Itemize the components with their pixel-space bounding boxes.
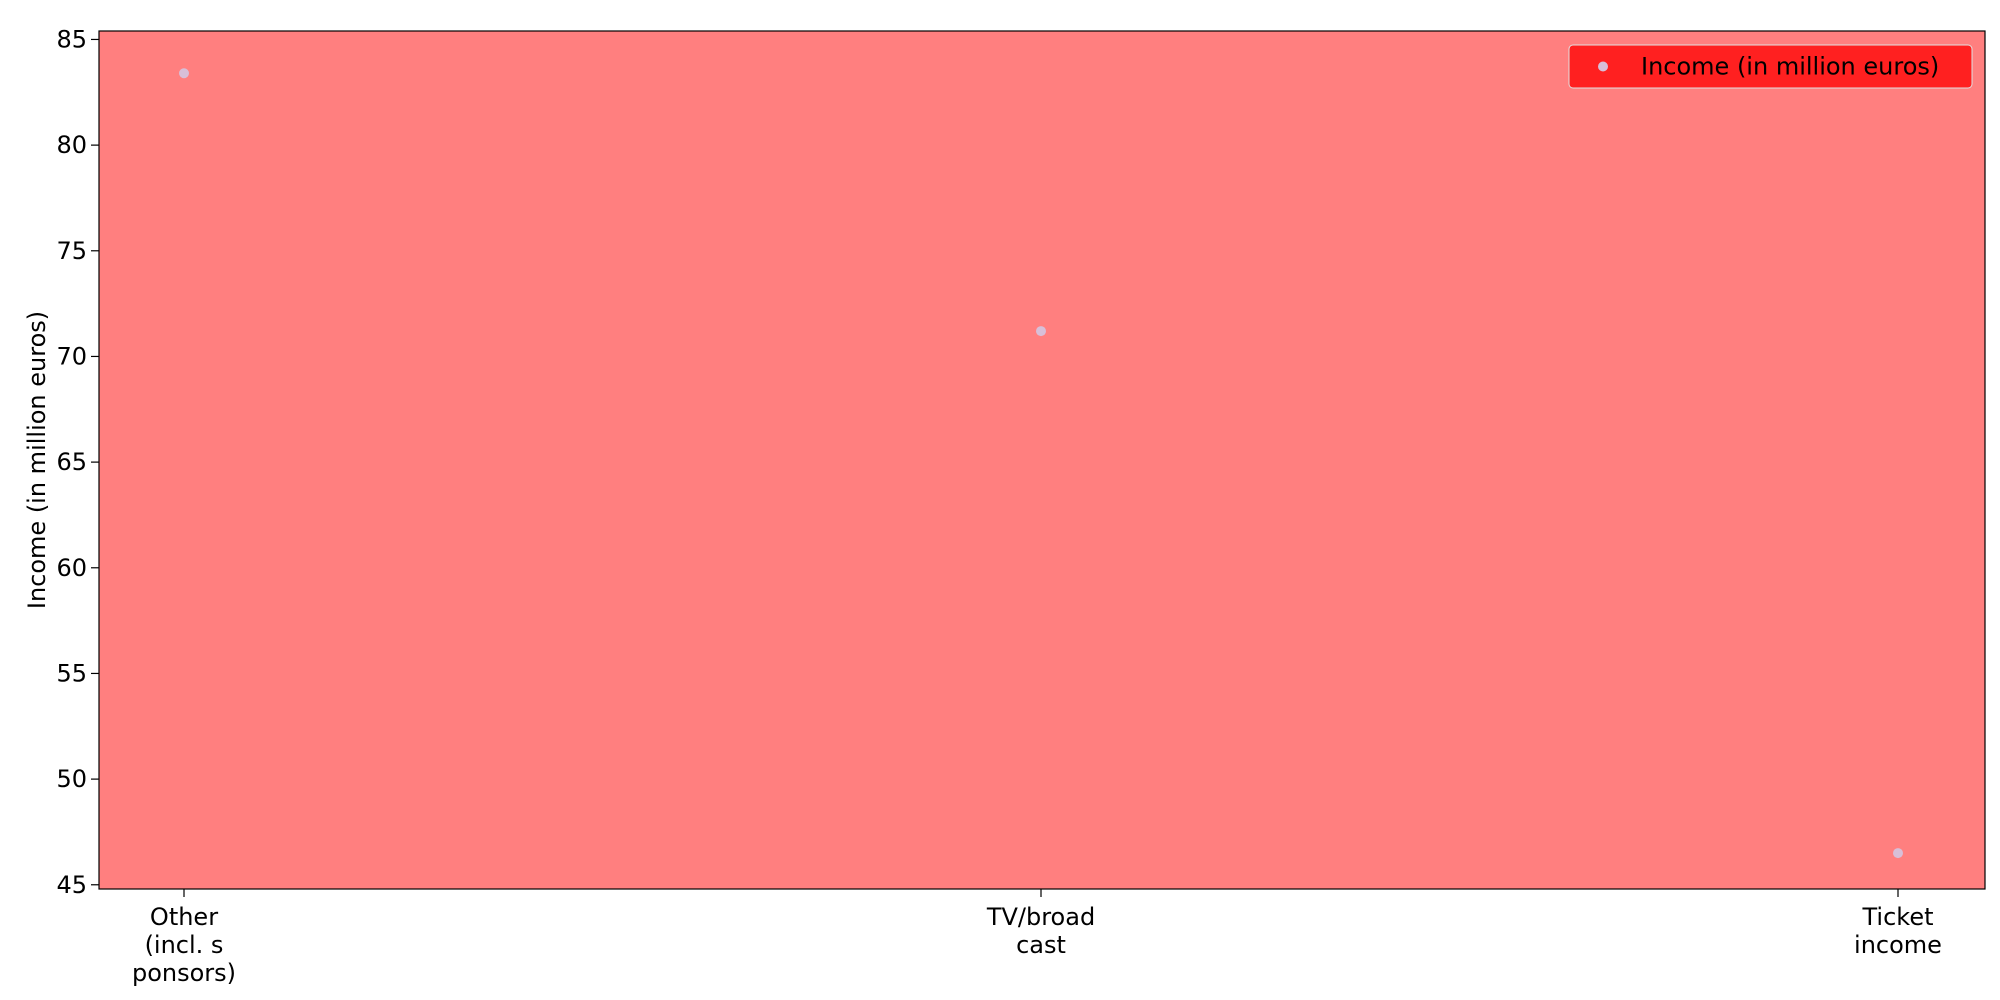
y-tick-label: 85 — [56, 25, 87, 53]
legend: Income (in million euros) — [1568, 44, 1973, 89]
y-axis-label: Income (in million euros) — [23, 311, 51, 609]
x-tick-label: TV/broad cast — [986, 903, 1095, 959]
data-points — [179, 68, 1903, 859]
y-tick-label: 70 — [56, 342, 87, 370]
x-axis: Other (incl. s ponsors) TV/broad cast Ticket i… — [132, 889, 1942, 987]
legend-label: Income (in million euros) — [1641, 53, 1939, 81]
y-tick-label: 75 — [56, 237, 87, 265]
data-point — [1893, 848, 1903, 859]
x-tick-label: Ticket income — [1854, 903, 1942, 959]
data-point — [179, 68, 189, 79]
y-tick-label: 55 — [56, 659, 87, 687]
legend-marker — [1598, 61, 1608, 72]
legend-box — [1568, 44, 1973, 89]
y-tick-label: 80 — [56, 131, 87, 159]
x-tick-label: Other (incl. s ponsors) — [132, 903, 236, 987]
y-tick-label: 45 — [56, 871, 87, 899]
y-tick-label: 50 — [56, 765, 87, 793]
y-tick-label: 65 — [56, 448, 87, 476]
y-axis: 45 50 55 60 65 70 75 80 85 — [56, 25, 99, 899]
y-tick-label: 60 — [56, 554, 87, 582]
data-point — [1036, 326, 1046, 337]
plot-area — [98, 30, 1986, 890]
